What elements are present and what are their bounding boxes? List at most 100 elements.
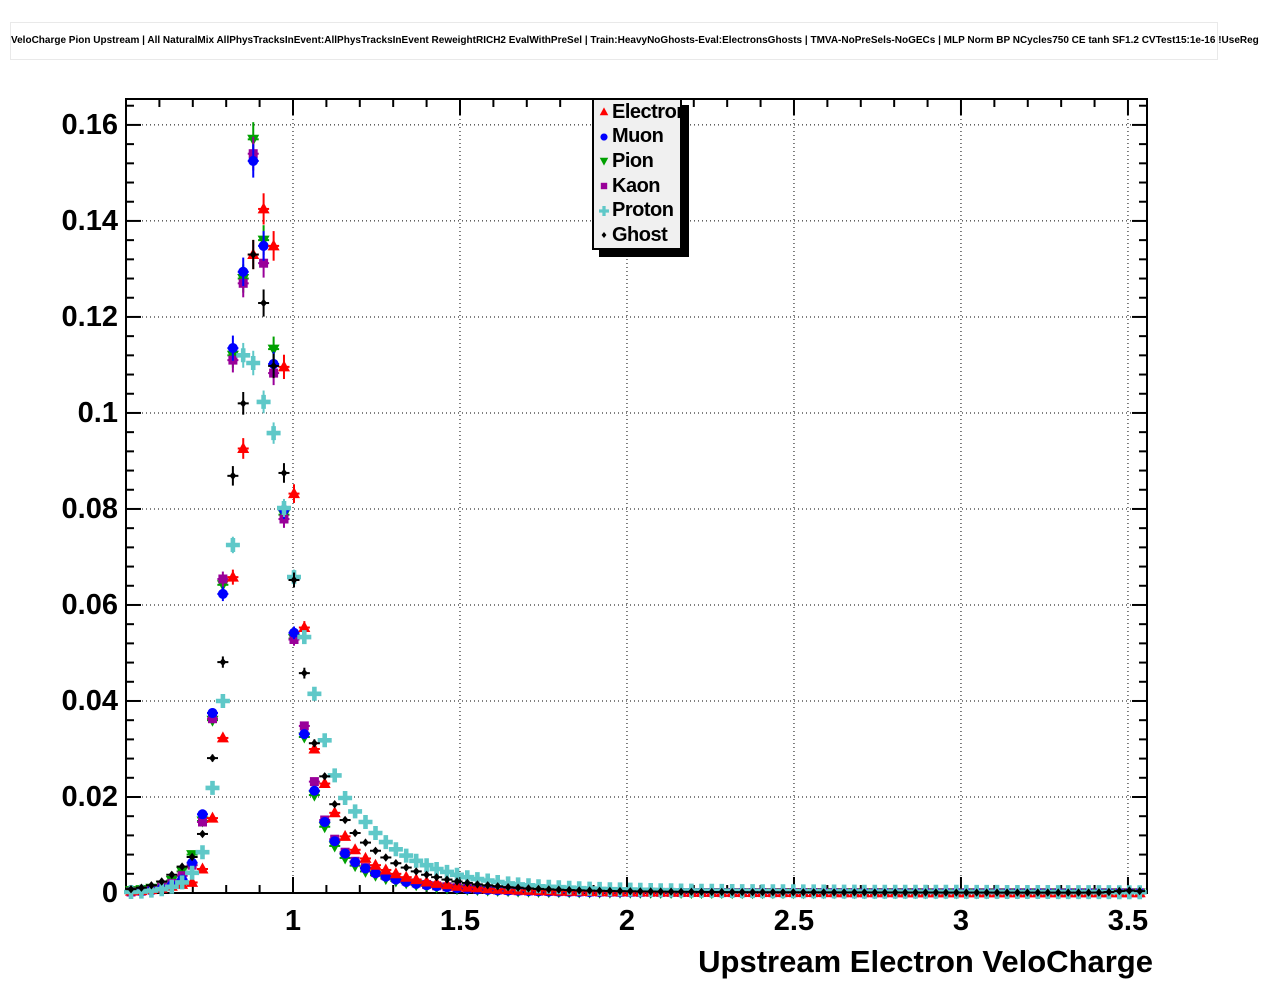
data-point-electron — [328, 806, 341, 818]
data-point-ghost — [512, 883, 524, 892]
data-point-ghost — [614, 886, 626, 896]
data-point-ghost — [594, 886, 606, 895]
y-tick-label: 0.02 — [61, 780, 118, 813]
data-point-proton — [164, 879, 179, 894]
legend-label: Kaon — [612, 174, 661, 197]
legend-entry-muon: Muon — [594, 125, 680, 150]
legend-entry-kaon: Kaon — [594, 174, 680, 199]
data-point-ghost — [390, 859, 402, 868]
data-point-ghost — [1123, 886, 1135, 895]
data-point-proton — [378, 835, 393, 850]
data-point-muon — [308, 785, 320, 796]
data-point-ghost — [787, 888, 799, 897]
data-point-muon — [319, 817, 331, 827]
data-point-ghost — [247, 239, 259, 270]
data-point-proton — [154, 882, 169, 897]
data-point-proton — [450, 867, 464, 882]
data-point-ghost — [828, 888, 840, 897]
data-point-ghost — [1021, 888, 1033, 897]
data-point-kaon — [196, 817, 208, 827]
data-point-muon — [237, 257, 249, 287]
data-point-ghost — [410, 867, 422, 876]
data-point-muon — [369, 868, 381, 879]
data-point-ghost — [380, 853, 392, 862]
ghost-diamond-icon — [601, 232, 607, 239]
data-point-electron — [206, 811, 219, 823]
data-point-ghost — [940, 888, 952, 897]
data-point-ghost — [1103, 887, 1115, 897]
data-point-muon — [359, 863, 371, 874]
data-point-proton — [409, 853, 424, 868]
data-point-proton — [185, 865, 200, 880]
data-point-proton — [195, 845, 210, 860]
legend-label: Ghost — [612, 223, 668, 246]
legend: Electron Muon Pion Kaon Proton Ghost — [592, 98, 689, 250]
y-tick-label: 0 — [101, 877, 118, 909]
data-point-ghost — [910, 888, 922, 897]
data-point-ghost — [991, 888, 1003, 897]
data-point-ghost — [848, 888, 860, 897]
legend-entry-proton: Proton — [594, 198, 680, 223]
series-kaon — [125, 136, 1146, 898]
data-point-ghost — [1032, 888, 1044, 897]
data-point-ghost — [584, 886, 596, 895]
data-point-proton — [297, 630, 312, 645]
x-tick-label: 1.5 — [439, 905, 481, 937]
data-point-proton — [338, 791, 353, 805]
data-point-muon — [349, 857, 361, 868]
data-point-ghost — [930, 888, 942, 897]
data-point-ghost — [960, 888, 972, 897]
data-point-ghost — [604, 886, 616, 896]
data-point-ghost — [421, 870, 433, 879]
series-electron — [125, 193, 1146, 898]
data-point-ghost — [441, 875, 453, 884]
data-point-ghost — [369, 846, 381, 855]
data-point-ghost — [838, 888, 850, 897]
data-point-ghost — [207, 753, 219, 763]
data-point-ghost — [858, 888, 870, 897]
data-point-ghost — [308, 739, 320, 748]
data-point-muon — [288, 626, 300, 640]
data-point-electron — [420, 875, 433, 887]
data-point-ghost — [461, 878, 473, 888]
data-point-muon — [298, 729, 310, 740]
legend-entry-pion: Pion — [594, 149, 680, 174]
x-axis-title: Upstream Electron VeloCharge — [698, 944, 1153, 979]
data-point-electron — [410, 873, 423, 885]
data-point-electron — [257, 193, 270, 225]
data-point-ghost — [471, 880, 483, 889]
data-point-ghost — [1093, 888, 1105, 897]
data-point-ghost — [492, 882, 504, 891]
data-point-muon — [258, 231, 270, 261]
data-point-ghost — [1113, 886, 1125, 896]
data-point-ghost — [1062, 888, 1074, 897]
data-point-ghost — [1001, 888, 1013, 897]
data-point-ghost — [278, 463, 290, 483]
data-point-ghost — [747, 888, 759, 897]
legend-label: Proton — [612, 199, 674, 222]
data-point-proton — [440, 864, 454, 879]
y-tick-label: 0.1 — [77, 396, 118, 429]
data-point-ghost — [543, 885, 555, 894]
data-point-ghost — [1134, 886, 1146, 896]
y-tick-label: 0.04 — [61, 684, 118, 717]
data-point-ghost — [217, 656, 229, 668]
data-point-electron — [278, 354, 290, 380]
data-point-ghost — [288, 572, 300, 588]
kaon-square-icon — [600, 182, 608, 190]
data-point-ghost — [818, 888, 830, 897]
data-point-ghost — [797, 888, 809, 897]
data-point-electron — [369, 858, 382, 870]
data-point-electron — [339, 829, 352, 841]
data-point-ghost — [889, 888, 901, 897]
data-point-muon — [207, 708, 219, 718]
data-point-electron — [216, 731, 229, 743]
data-point-proton — [327, 768, 342, 783]
data-point-ghost — [522, 884, 534, 893]
data-point-ghost — [665, 887, 677, 896]
data-point-ghost — [451, 877, 463, 886]
data-point-ghost — [695, 887, 707, 897]
data-point-muon — [329, 836, 341, 847]
data-point-ghost — [563, 885, 575, 895]
